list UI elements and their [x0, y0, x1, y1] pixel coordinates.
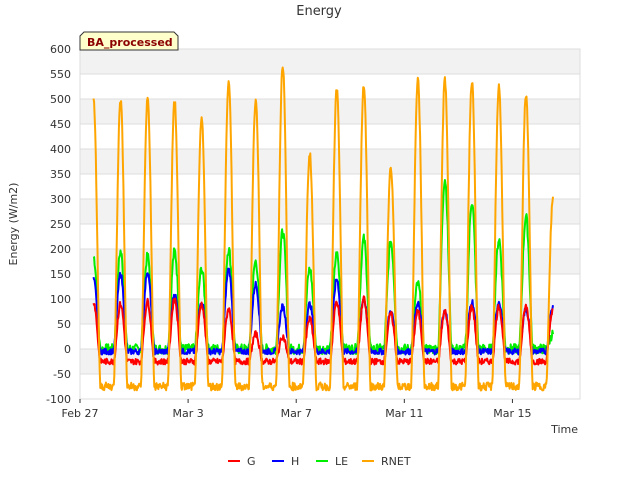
- y-tick-label: 450: [50, 118, 71, 131]
- badge-box: [79, 31, 179, 51]
- series-line-rnet: [92, 66, 554, 392]
- x-axis-label: Time: [550, 423, 578, 436]
- legend-item-le: LE: [316, 455, 348, 468]
- x-tick-label: Mar 3: [172, 407, 203, 420]
- series-lines: [92, 66, 554, 392]
- band: [80, 274, 580, 299]
- x-tick-label: Feb 27: [62, 407, 99, 420]
- y-tick-label: 250: [50, 218, 71, 231]
- band: [80, 74, 580, 99]
- legend-item-h: H: [272, 455, 299, 468]
- legend-item-rnet: RNET: [362, 455, 411, 468]
- band: [80, 149, 580, 174]
- y-axis-label: Energy (W/m2): [7, 183, 20, 266]
- y-tick-label: 550: [50, 68, 71, 81]
- band: [80, 124, 580, 149]
- x-axis-ticks: Feb 27 Mar 3 Mar 7 Mar 11 Mar 15: [62, 399, 532, 420]
- y-tick-label: 100: [50, 293, 71, 306]
- legend-label: LE: [335, 455, 348, 468]
- band: [80, 49, 580, 74]
- y-tick-label: -100: [46, 393, 71, 406]
- band: [80, 249, 580, 274]
- legend-label: RNET: [381, 455, 411, 468]
- plot-area: [79, 48, 581, 400]
- y-tick-label: 0: [64, 343, 71, 356]
- legend-item-g: G: [228, 455, 256, 468]
- y-tick-label: 150: [50, 268, 71, 281]
- y-tick-label: 300: [50, 193, 71, 206]
- badge: BA_processed: [79, 31, 179, 51]
- band: [80, 199, 580, 224]
- y-tick-label: 500: [50, 93, 71, 106]
- legend-label: G: [247, 455, 256, 468]
- band: [80, 224, 580, 249]
- band: [80, 174, 580, 199]
- y-tick-label: 600: [50, 43, 71, 56]
- band: [80, 99, 580, 124]
- y-tick-label: -50: [53, 368, 71, 381]
- x-tick-label: Mar 15: [493, 407, 531, 420]
- x-tick-label: Mar 11: [385, 407, 423, 420]
- x-tick-label: Mar 7: [281, 407, 312, 420]
- y-tick-label: 400: [50, 143, 71, 156]
- legend: G H LE RNET: [228, 455, 411, 468]
- y-tick-label: 50: [57, 318, 71, 331]
- y-tick-label: 200: [50, 243, 71, 256]
- legend-label: H: [291, 455, 299, 468]
- badge-label: BA_processed: [87, 36, 173, 49]
- y-axis-ticks: -100 -50 0 50 100 150 200 250 300 350 400 450 500 550…: [46, 43, 71, 406]
- y-tick-label: 350: [50, 168, 71, 181]
- chart-title: Energy: [296, 4, 342, 19]
- background-bands: [80, 49, 580, 399]
